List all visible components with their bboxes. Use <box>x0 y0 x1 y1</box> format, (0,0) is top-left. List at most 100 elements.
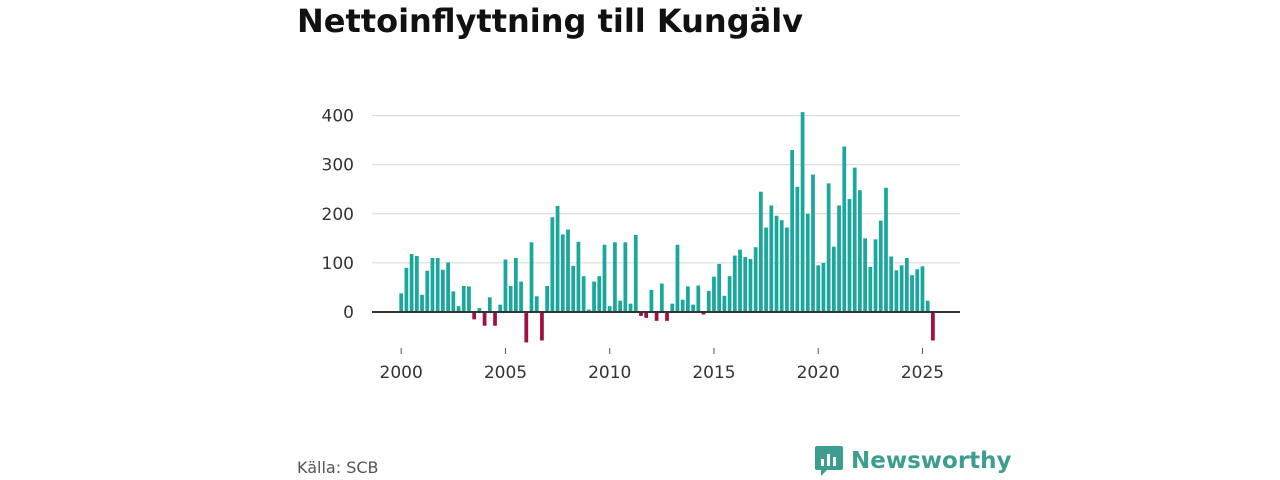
bar <box>613 242 617 312</box>
bar <box>550 217 555 312</box>
bar <box>774 215 779 312</box>
x-tick-label-2020: 2020 <box>797 363 840 383</box>
bar <box>889 256 894 312</box>
bar <box>727 276 732 312</box>
bar <box>566 229 570 312</box>
bar <box>607 306 612 312</box>
bars <box>399 112 935 343</box>
bar <box>831 246 836 312</box>
bar <box>628 303 633 312</box>
x-axis: 2000 2005 2010 2015 2020 2025 <box>380 348 944 383</box>
newsworthy-logo-text: Newsworthy <box>851 448 1012 474</box>
x-tick-label-2010: 2010 <box>588 363 631 383</box>
bar <box>863 238 868 312</box>
bar <box>691 304 695 312</box>
bar <box>461 285 466 312</box>
bar <box>811 174 815 312</box>
y-axis-tick-labels: 0 100 200 300 400 <box>322 107 354 323</box>
bar <box>487 297 492 312</box>
bar <box>858 190 862 312</box>
bar <box>670 303 675 312</box>
bar <box>748 258 753 312</box>
bar <box>878 220 883 312</box>
bar <box>633 234 638 312</box>
bar <box>508 285 513 312</box>
bar <box>623 242 628 312</box>
source-note: Källa: SCB <box>297 458 379 477</box>
bar <box>399 293 404 312</box>
bar <box>602 244 607 312</box>
bar <box>701 312 706 315</box>
x-tick-label-2005: 2005 <box>484 363 527 383</box>
bar <box>925 300 930 312</box>
bar <box>738 249 742 312</box>
bar <box>409 254 414 312</box>
bar <box>873 239 878 312</box>
bar <box>472 312 477 320</box>
bar <box>519 281 523 312</box>
bar <box>722 295 727 312</box>
bar <box>743 257 748 312</box>
x-tick-label-2025: 2025 <box>901 363 944 383</box>
bar <box>816 265 821 312</box>
newsworthy-logo-icon <box>815 446 843 476</box>
bar <box>837 205 841 312</box>
bar <box>456 306 461 312</box>
bar <box>680 299 685 312</box>
bar <box>534 296 539 312</box>
bar <box>493 312 497 326</box>
bar <box>696 285 701 312</box>
bar <box>571 265 576 312</box>
bar <box>847 199 852 312</box>
bar <box>758 191 763 312</box>
bar <box>545 285 550 312</box>
bar <box>779 220 784 312</box>
bar <box>560 234 565 312</box>
bar <box>644 312 649 318</box>
bar <box>581 276 586 312</box>
bar <box>894 270 899 312</box>
bar <box>586 309 591 312</box>
bar <box>404 267 409 312</box>
bar <box>498 304 503 312</box>
bar <box>513 257 518 312</box>
bar <box>529 242 534 312</box>
y-tick-label-100: 100 <box>322 254 354 274</box>
bar <box>805 213 810 312</box>
bar <box>524 312 529 343</box>
bar <box>904 257 909 312</box>
bar <box>769 205 774 312</box>
bar <box>446 262 450 312</box>
bar <box>884 187 888 312</box>
bar <box>706 290 711 312</box>
bar <box>899 265 904 312</box>
bar <box>826 183 831 312</box>
bar <box>821 262 826 312</box>
bar-chart: 0 100 200 300 400 2000 2005 2010 2015 2020 2025 <box>322 107 960 383</box>
bar <box>675 244 680 312</box>
bar <box>477 308 482 312</box>
bar <box>654 312 659 321</box>
x-tick-label-2015: 2015 <box>692 363 735 383</box>
bar <box>920 266 925 312</box>
bar <box>764 227 768 312</box>
gridlines <box>372 115 960 264</box>
bar <box>717 263 722 312</box>
bar <box>686 286 690 312</box>
y-tick-label-200: 200 <box>322 205 354 225</box>
bar <box>592 281 596 312</box>
bar <box>931 312 935 341</box>
newsworthy-logo[interactable]: Newsworthy <box>815 446 1012 476</box>
bar <box>852 167 857 312</box>
y-tick-label-300: 300 <box>322 156 354 176</box>
bar <box>425 270 430 312</box>
bar <box>451 291 456 312</box>
bar <box>435 257 440 312</box>
bar <box>785 227 789 312</box>
bar <box>795 186 800 312</box>
bar <box>420 294 424 312</box>
bar <box>618 300 623 312</box>
bar <box>430 257 435 312</box>
chart-title: Nettoinflyttning till Kungälv <box>297 2 804 40</box>
bar <box>665 312 669 321</box>
